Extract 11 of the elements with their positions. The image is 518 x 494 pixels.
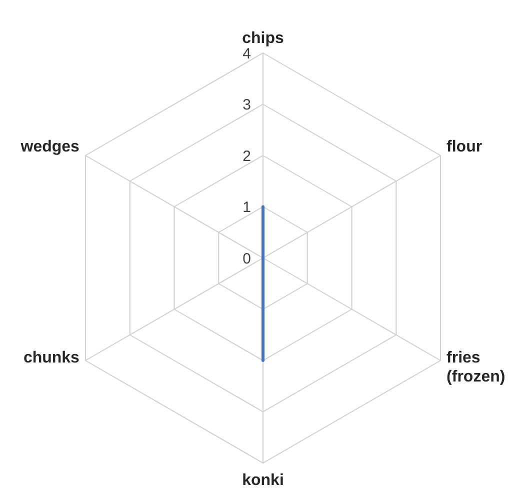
spoke-label: chips: [242, 30, 284, 47]
y-tick-label: 2: [242, 148, 251, 165]
y-tick-label: 3: [242, 96, 251, 114]
y-tick-label: 0: [242, 250, 251, 268]
spoke-label: konki: [242, 472, 284, 489]
y-tick-label: 1: [242, 199, 251, 216]
spoke-label: flour: [446, 138, 482, 156]
spoke-label: chunks: [23, 350, 80, 366]
spoke-label: fries (frozen): [446, 350, 506, 386]
y-tick-label: 4: [242, 45, 251, 62]
spoke-label: wedges: [20, 138, 80, 156]
